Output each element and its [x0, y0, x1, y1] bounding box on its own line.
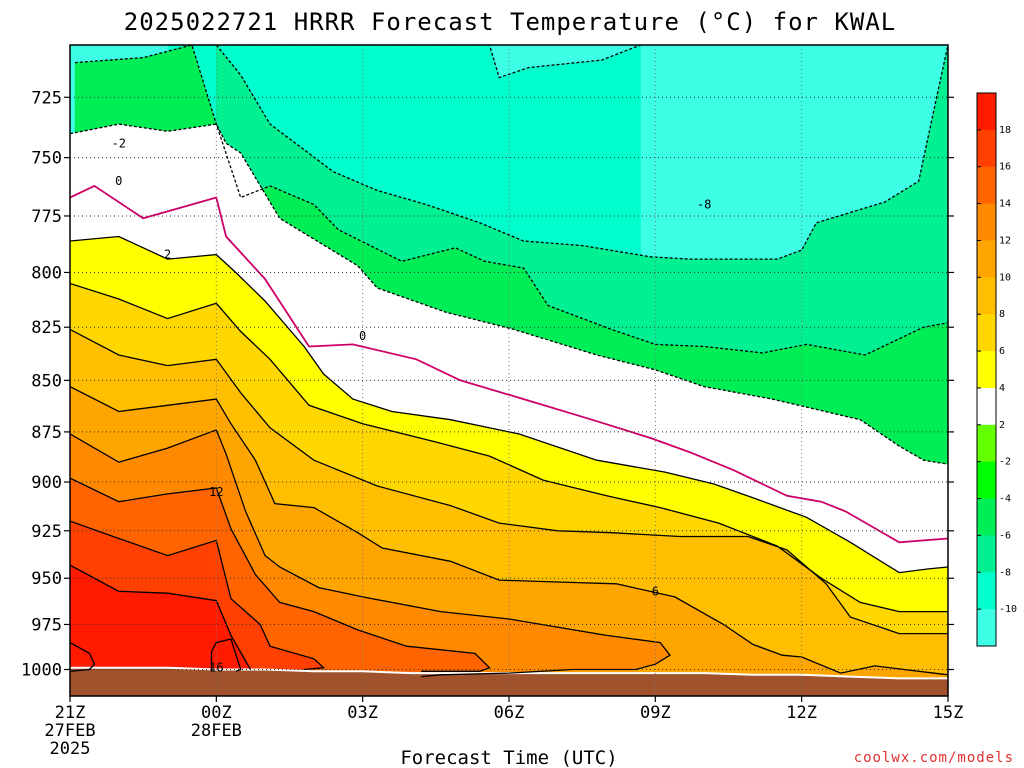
colorbar-label--4: -4: [999, 494, 1011, 505]
colorbar-frame: [976, 92, 997, 647]
y-tick-label-925: 925: [31, 522, 62, 542]
x-tick-label-06Z: 06Z: [494, 703, 525, 723]
x-tick-label-00Z: 00Z: [201, 703, 232, 723]
x-tick-label-12Z: 12Z: [786, 703, 817, 723]
colorbar-label-16: 16: [999, 162, 1011, 173]
contour-label-6: 6: [652, 584, 659, 598]
isotherm-14: [70, 520, 326, 671]
isotherm--8: [215, 45, 948, 260]
chart-title: 2025022721 HRRR Forecast Temperature (°C…: [124, 8, 896, 36]
colorbar-label-14: 14: [999, 199, 1011, 210]
x-tick-sublabel-2025: 2025: [50, 739, 91, 759]
colorbar-label-2: 2: [999, 420, 1005, 431]
colorbar-swatch-1: [977, 129, 996, 168]
colorbar-swatch-2: [977, 166, 996, 205]
colorbar-swatch-13: [977, 572, 996, 610]
isotherm-16: [210, 638, 242, 672]
colorbar-label--10: -10: [999, 604, 1017, 615]
colorbar-swatch-12: [977, 535, 996, 573]
colorbar-label-10: 10: [999, 272, 1011, 283]
band-fill-16: [70, 565, 251, 696]
colorbar-label-12: 12: [999, 235, 1011, 246]
x-tick-sublabel-27FEB: 27FEB: [44, 721, 95, 741]
isotherm-12: [70, 477, 491, 672]
colorbar-label-4: 4: [999, 383, 1005, 394]
y-tick-label-800: 800: [31, 263, 62, 283]
colorbar-swatch-9: [977, 424, 996, 463]
isotherm--6: [74, 45, 948, 356]
colorbar-swatch-7: [977, 351, 996, 389]
colorbar-label--2: -2: [999, 457, 1011, 468]
colorbar-swatch-8: [977, 387, 996, 426]
colorbar-label-18: 18: [999, 125, 1011, 136]
contour-label-4: -8: [697, 197, 711, 211]
colorbar-swatch-14: [977, 609, 996, 647]
x-tick-label-03Z: 03Z: [347, 703, 378, 723]
colorbar-swatch-10: [977, 461, 996, 500]
x-tick-label-21Z: 21Z: [55, 703, 86, 723]
y-tick-label-775: 775: [31, 207, 62, 227]
colorbar-label--8: -8: [999, 567, 1011, 578]
contour-label-1: 0: [115, 174, 122, 188]
isotherm--10: [167, 45, 641, 79]
colorbar-swatch-0: [977, 93, 996, 131]
contour-label-3: 0: [359, 329, 366, 343]
isotherm-6: [70, 328, 948, 635]
isotherm-4: [70, 282, 948, 613]
y-tick-label-850: 850: [31, 371, 62, 391]
isotherm-16: [70, 564, 252, 670]
isotherm-8: [70, 386, 948, 676]
y-tick-label-1000: 1000: [21, 661, 62, 681]
colorbar-label-6: 6: [999, 346, 1005, 357]
colorbar-swatch-6: [977, 314, 996, 352]
contour-label-5: 12: [209, 485, 223, 499]
y-tick-label-950: 950: [31, 569, 62, 589]
contour-label-2: 2: [164, 248, 171, 262]
isotherm--4: [70, 123, 948, 465]
x-tick-label-09Z: 09Z: [640, 703, 671, 723]
isotherm-10: [70, 429, 671, 678]
y-tick-label-875: 875: [31, 423, 62, 443]
x-tick-sublabel-28FEB: 28FEB: [191, 721, 242, 741]
x-tick-label-15Z: 15Z: [933, 703, 964, 723]
contour-label-7: 16: [209, 661, 223, 675]
colorbar-swatch-4: [977, 240, 996, 278]
isotherm-2: [70, 235, 948, 574]
colorbar-swatch-11: [977, 498, 996, 536]
colorbar-label--6: -6: [999, 530, 1011, 541]
y-tick-label-900: 900: [31, 473, 62, 493]
isotherm-18: [70, 642, 96, 672]
isotherm-0: [70, 184, 948, 544]
y-tick-label-825: 825: [31, 318, 62, 338]
colorbar-swatch-5: [977, 277, 996, 315]
watermark: coolwx.com/models: [854, 750, 1014, 766]
colorbar-swatch-3: [977, 203, 996, 241]
colorbar-label-8: 8: [999, 309, 1005, 320]
contour-label-0: -2: [112, 136, 126, 150]
y-tick-label-725: 725: [31, 88, 62, 108]
x-axis-label: Forecast Time (UTC): [400, 747, 617, 768]
y-tick-label-750: 750: [31, 149, 62, 169]
y-tick-label-975: 975: [31, 615, 62, 635]
